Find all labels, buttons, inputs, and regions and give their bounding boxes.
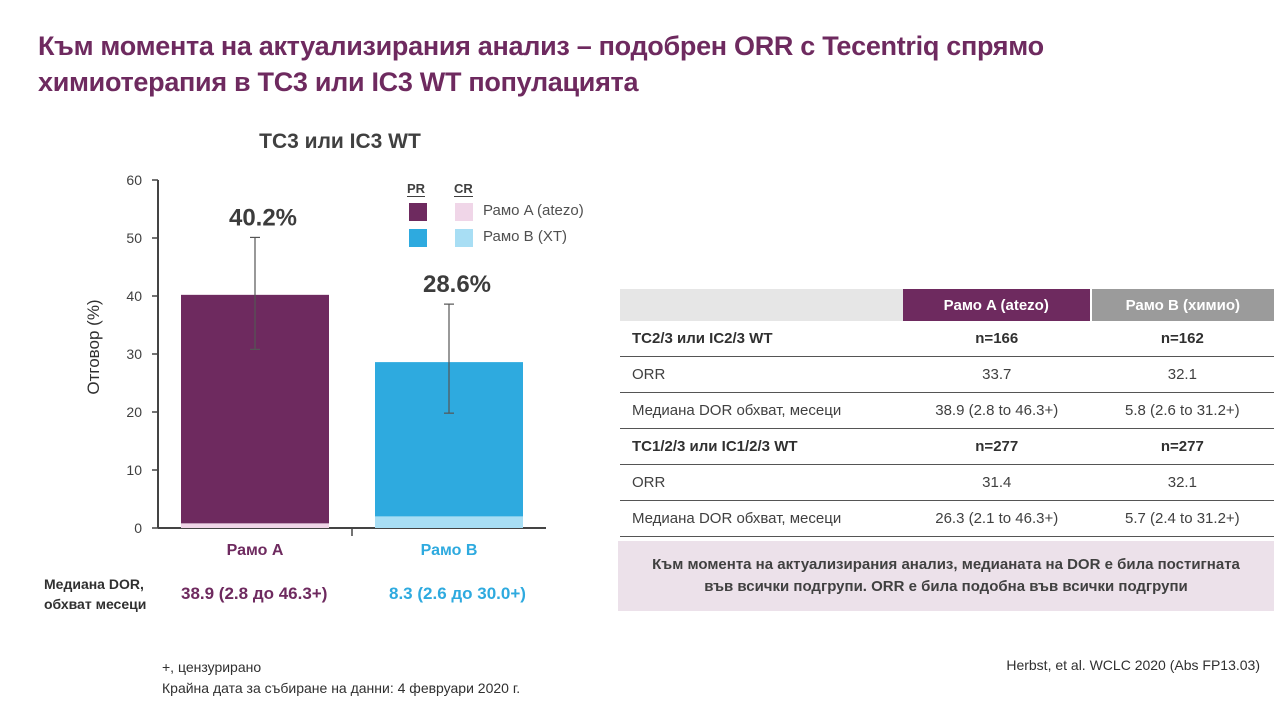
table-cell: 33.7 <box>902 356 1091 393</box>
table-header-row: Рамо A (atezo) Рамо B (химио) <box>620 289 1274 321</box>
key-finding-line2: във всички подгрупи. ORR е била подобна … <box>704 578 1188 595</box>
table-cell: n=166 <box>902 321 1091 357</box>
median-dor-label-line2: обхват месеци <box>44 596 147 612</box>
table-cell: ORR <box>620 356 903 393</box>
table-cell: 32.1 <box>1090 356 1274 393</box>
median-dor-label-line1: Медиана DOR, <box>44 576 144 592</box>
y-tick-label: 10 <box>126 462 142 478</box>
chart-title: TC3 или IC3 WT <box>259 130 421 153</box>
table-cell: TC2/3 или IC2/3 WT <box>620 321 903 357</box>
citation: Herbst, et al. WCLC 2020 (Abs FP13.03) <box>1006 657 1260 673</box>
table-header-arm-a: Рамо A (atezo) <box>902 289 1092 321</box>
table-row: Медиана DOR обхват, месеци 38.9 (2.8 to … <box>620 392 1274 429</box>
table-cell: 5.7 (2.4 to 31.2+) <box>1090 500 1274 537</box>
y-axis-label: Отговор (%) <box>84 299 103 395</box>
table-row: Медиана DOR обхват, месеци 26.3 (2.1 to … <box>620 500 1274 537</box>
table-cell: 5.8 (2.6 to 31.2+) <box>1090 392 1274 429</box>
legend-label-arm-a: Рамо A (atezo) <box>483 202 584 219</box>
y-tick-label: 40 <box>126 288 142 304</box>
legend-swatch-arm-b-pr <box>409 229 427 247</box>
bar-value-label: 40.2% <box>229 204 297 231</box>
bar-cr-segment <box>375 516 523 528</box>
bar-cr-segment <box>181 523 329 528</box>
table-cell: ORR <box>620 464 903 501</box>
median-dor-arm-b: 8.3 (2.6 до 30.0+) <box>389 584 526 603</box>
key-finding-box: Към момента на актуализирания анализ, ме… <box>618 541 1274 611</box>
table-cell: 31.4 <box>902 464 1091 501</box>
table-row: ORR 31.4 32.1 <box>620 464 1274 501</box>
table-cell: 32.1 <box>1090 464 1274 501</box>
table-cell: Медиана DOR обхват, месеци <box>620 500 903 537</box>
table-row: TC2/3 или IC2/3 WT n=166 n=162 <box>620 321 1274 357</box>
y-tick-label: 20 <box>126 404 142 420</box>
legend-swatch-arm-b-cr <box>455 229 473 247</box>
footnote-censored: +, цензурирано <box>162 659 262 675</box>
legend-swatch-arm-a-cr <box>455 203 473 221</box>
table-cell: TC1/2/3 или IC1/2/3 WT <box>620 428 903 465</box>
footnote: +, цензурирано Крайна дата за събиране н… <box>162 657 520 699</box>
y-tick-label: 60 <box>126 172 142 188</box>
median-dor-arm-a: 38.9 (2.8 до 46.3+) <box>181 584 328 603</box>
table-cell: Медиана DOR обхват, месеци <box>620 392 903 429</box>
table-header-empty <box>620 289 903 321</box>
table-cell: n=277 <box>902 428 1091 465</box>
subgroup-table: Рамо A (atezo) Рамо B (химио) TC2/3 или … <box>620 289 1274 537</box>
table-cell: 26.3 (2.1 to 46.3+) <box>902 500 1091 537</box>
median-dor-label: Медиана DOR, обхват месеци <box>44 574 146 614</box>
table-cell: n=277 <box>1090 428 1274 465</box>
table-cell: 38.9 (2.8 to 46.3+) <box>902 392 1091 429</box>
legend-header-cr: CR <box>454 181 473 197</box>
x-category-label: Рамо A <box>227 542 284 559</box>
table-row: ORR 33.7 32.1 <box>620 356 1274 393</box>
bar-value-label: 28.6% <box>423 271 491 298</box>
table-row: TC1/2/3 или IC1/2/3 WT n=277 n=277 <box>620 428 1274 465</box>
y-tick-label: 0 <box>134 520 142 536</box>
table-header-arm-b: Рамо B (химио) <box>1090 289 1274 321</box>
legend-header-pr: PR <box>407 181 426 197</box>
y-tick-label: 50 <box>126 230 142 246</box>
page-title: Към момента на актуализирания анализ – п… <box>38 31 1044 97</box>
key-finding-line1: Към момента на актуализирания анализ, ме… <box>652 556 1240 573</box>
legend-swatch-arm-a-pr <box>409 203 427 221</box>
y-tick-label: 30 <box>126 346 142 362</box>
table-cell: n=162 <box>1090 321 1274 357</box>
bar-chart: 0 10 20 30 40 50 60 40.2% Рамо A 28.6% Рамо B <box>126 172 546 559</box>
footnote-cutoff: Крайна дата за събиране на данни: 4 февр… <box>162 680 521 696</box>
x-category-label: Рамо B <box>421 542 478 559</box>
legend-label-arm-b: Рамо B (XT) <box>483 228 568 245</box>
